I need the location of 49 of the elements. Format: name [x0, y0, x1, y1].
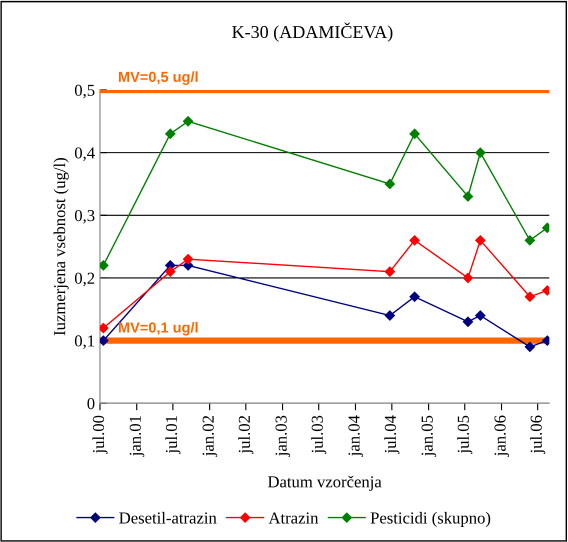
x-tick-label: jul.03 — [311, 416, 326, 454]
point — [100, 335, 108, 346]
x-tick-label: jan.06 — [494, 416, 510, 457]
legend-label: Atrazin — [268, 512, 318, 524]
y-tick-label: 0,5 — [74, 84, 94, 98]
point — [462, 272, 474, 284]
x-tick-label: jan.05 — [422, 416, 436, 457]
y-tick-label: 0,4 — [74, 147, 95, 161]
y-tick-label: 0,2 — [74, 272, 94, 286]
point — [524, 235, 535, 246]
x-tick-label: jan.02 — [202, 416, 218, 457]
x-tick-label: jan.04 — [348, 415, 364, 457]
point — [384, 178, 395, 190]
legend-label: Pesticidi (skupno) — [370, 512, 490, 527]
ref-line-label: MV=0,1 ug/l — [118, 322, 198, 336]
point — [409, 235, 420, 246]
legend-label: Desetil-atrazin — [119, 512, 217, 524]
y-tick-label: 0,1 — [74, 335, 94, 349]
x-tick-label: jul.00 — [92, 416, 108, 454]
point — [462, 316, 474, 327]
x-tick-label: jul.02 — [238, 416, 254, 454]
point — [409, 292, 420, 302]
x-tick-label: jan.03 — [275, 416, 290, 457]
point — [409, 128, 420, 139]
x-tick-label: jul.06 — [530, 416, 546, 454]
x-tick-label: jul.05 — [457, 416, 472, 454]
point — [165, 266, 176, 277]
point — [384, 310, 395, 321]
point — [462, 191, 474, 202]
y-axis-title: Iuzmerjena vsebnost (ug/l) — [54, 158, 69, 336]
point — [524, 292, 535, 302]
x-tick-label: jul.04 — [384, 415, 400, 454]
point — [475, 310, 486, 321]
x-tick-label: jan.01 — [130, 416, 144, 457]
x-tick-label: jul.01 — [165, 416, 180, 454]
y-tick-label: 0,3 — [74, 210, 94, 224]
point — [182, 254, 194, 264]
y-tick-label: 0 — [87, 398, 94, 410]
point — [475, 235, 486, 246]
chart-title: K-30 (ADAMIČEVA) — [232, 22, 392, 42]
point — [475, 148, 486, 158]
x-axis-title: Datum vzorčenja — [268, 476, 382, 491]
point — [100, 260, 108, 271]
point — [384, 266, 395, 277]
point — [524, 342, 535, 352]
point — [100, 322, 108, 334]
point — [182, 116, 194, 126]
ref-line-label: MV=0,5 ug/l — [118, 71, 198, 85]
point — [165, 128, 176, 139]
